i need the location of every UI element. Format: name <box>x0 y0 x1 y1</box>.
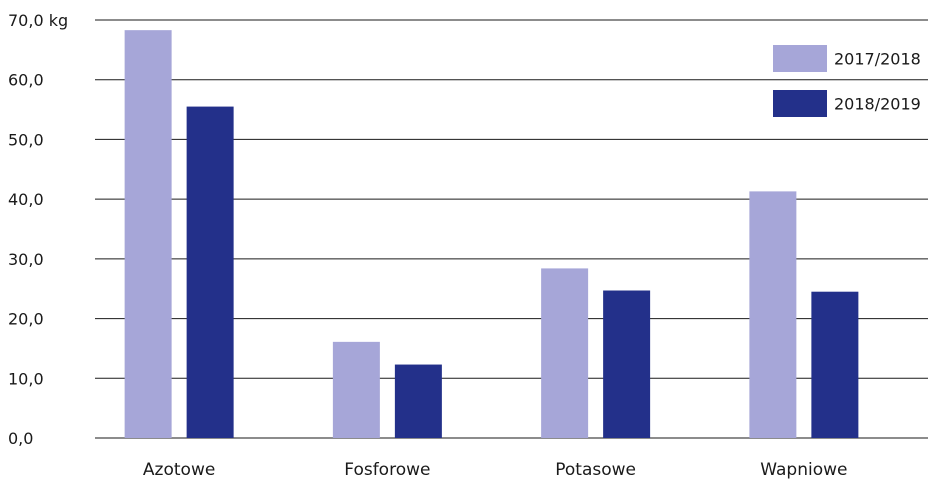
bar-wapniowe-2 <box>811 291 859 438</box>
y-tick-label: 10,0 <box>8 369 44 388</box>
x-tick-label: Potasowe <box>555 460 636 479</box>
y-tick-label: 40,0 <box>8 190 44 209</box>
legend: 2017/2018 2018/2019 <box>773 45 921 117</box>
bar-fosforowe-2 <box>394 364 442 438</box>
legend-swatch <box>773 90 827 117</box>
x-tick-label: Azotowe <box>143 460 215 479</box>
y-axis-ticks: 0,0 10,0 20,0 30,0 40,0 50,0 60,0 70,0 kg <box>8 11 68 448</box>
y-tick-label: 70,0 kg <box>8 11 68 30</box>
bar-potasowe-2 <box>603 290 651 438</box>
bar-azotowe-1 <box>124 30 172 438</box>
x-tick-label: Wapniowe <box>760 460 847 479</box>
x-tick-label: Fosforowe <box>344 460 430 479</box>
bars <box>124 30 859 438</box>
legend-swatch <box>773 45 827 72</box>
legend-label: 2018/2019 <box>834 95 921 114</box>
bar-azotowe-2 <box>186 106 234 438</box>
y-tick-label: 0,0 <box>8 429 33 448</box>
bar-fosforowe-1 <box>332 341 380 438</box>
gridlines <box>95 19 928 439</box>
x-axis-labels: Azotowe Fosforowe Potasowe Wapniowe <box>143 460 848 479</box>
y-tick-label: 60,0 <box>8 71 44 90</box>
bar-wapniowe-1 <box>749 191 797 438</box>
y-tick-label: 20,0 <box>8 310 44 329</box>
bar-potasowe-1 <box>541 268 589 438</box>
y-tick-label: 50,0 <box>8 130 44 149</box>
y-tick-label: 30,0 <box>8 250 44 269</box>
legend-label: 2017/2018 <box>834 50 921 69</box>
